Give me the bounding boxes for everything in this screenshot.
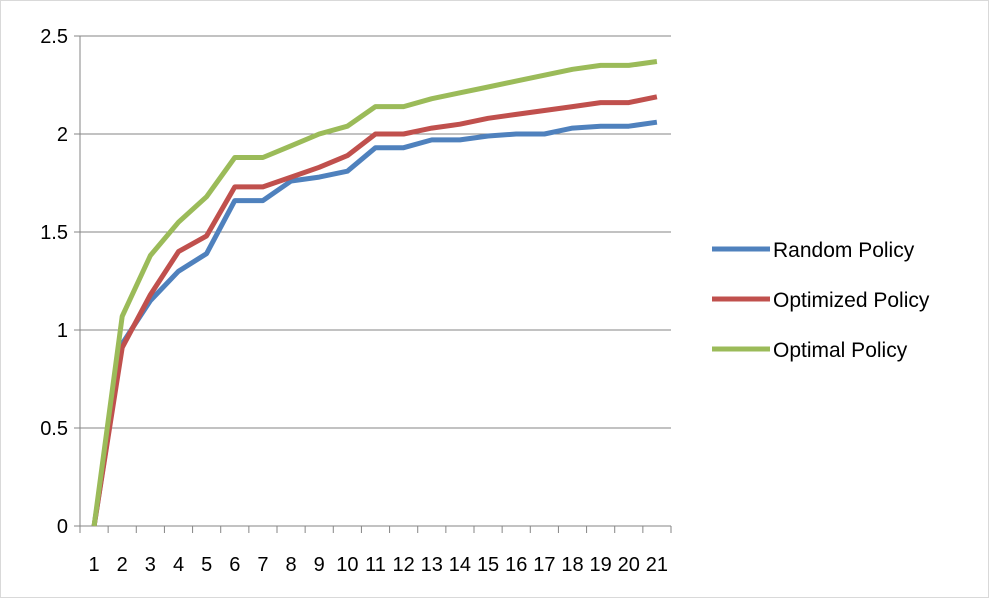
y-tick-label: 0 [57,516,68,538]
y-tick-label: 1 [57,320,68,342]
x-tick-label: 15 [477,554,499,576]
y-tick-labels: 0 0.5 1 1.5 2 2.5 [40,26,68,538]
x-tick-label: 17 [533,554,555,576]
series-line-2 [91,94,658,527]
y-tick-label: 2 [57,124,68,146]
legend-label-1: Random Policy [773,239,915,262]
x-tick-label: 3 [145,554,156,576]
gridlines [80,35,671,429]
x-tick-label: 1 [89,554,100,576]
y-tick-label: 2.5 [40,26,68,48]
x-tick-label: 7 [257,554,268,576]
x-tick-label: 2 [117,554,128,576]
x-tick-label: 18 [561,554,583,576]
legend: Random Policy Optimized Policy Optimal Pol… [712,239,930,362]
x-tick-label: 19 [590,554,612,576]
x-tick-label: 4 [173,554,184,576]
x-tick-label: 10 [336,554,358,576]
series-lines [91,59,658,527]
x-tick-label: 12 [393,554,415,576]
x-tick-label: 13 [421,554,443,576]
x-tick-label: 21 [646,554,668,576]
x-tick-label: 8 [286,554,297,576]
x-tick-labels: 1 2 3 4 5 6 7 8 9 10 11 12 13 14 15 16 17 18 19 20 21 [89,554,669,576]
x-tick-label: 6 [229,554,240,576]
x-tick-label: 5 [201,554,212,576]
x-tick-label: 9 [314,554,325,576]
axes [74,35,672,533]
y-tick-label: 1.5 [40,222,68,244]
legend-label-3: Optimal Policy [773,339,908,362]
legend-label-2: Optimized Policy [773,289,930,312]
x-tick-label: 14 [449,554,471,576]
y-tick-label: 0.5 [40,418,68,440]
x-tick-label: 11 [365,554,386,576]
x-tick-label: 20 [618,554,640,576]
x-tick-label: 16 [505,554,527,576]
series-line-1 [91,119,658,527]
series-line-3 [91,59,658,527]
